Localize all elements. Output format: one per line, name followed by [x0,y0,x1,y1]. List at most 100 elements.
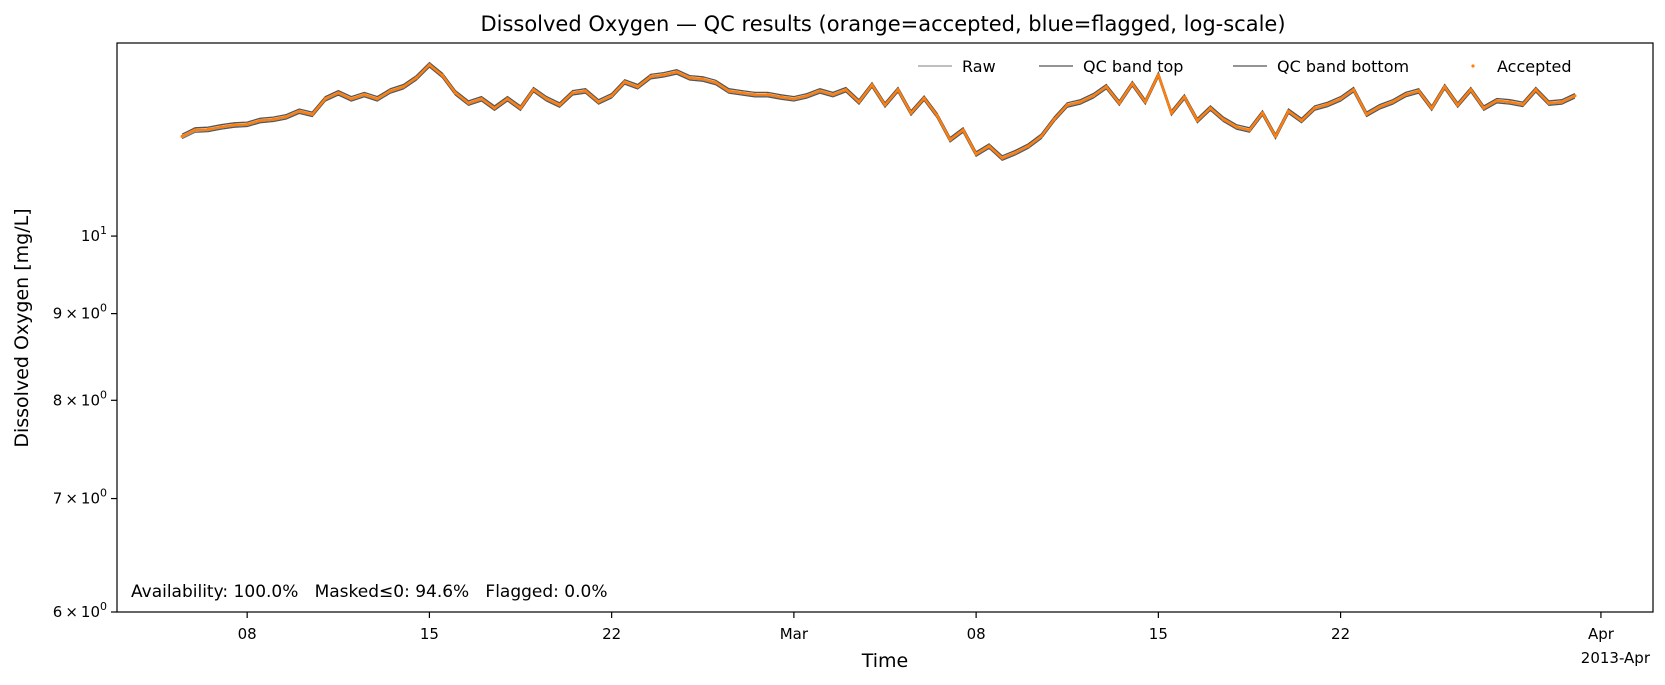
x-offset-label: 2013-Apr [1581,649,1651,667]
accepted-point [662,73,666,77]
accepted-point [414,76,418,80]
accepted-point [1508,100,1512,104]
accepted-point [1182,95,1186,99]
accepted-point [336,91,340,95]
x-tick-label: Apr [1588,625,1615,643]
legend-item: QC band bottom [1233,57,1409,76]
accepted-point [1078,100,1082,104]
accepted-point [531,88,536,92]
accepted-point [1378,105,1382,109]
accepted-point [1000,156,1004,160]
accepted-point [1104,85,1108,89]
chart-title: Dissolved Oxygen — QC results (orange=ac… [480,12,1285,36]
accepted-point [1039,134,1043,138]
accepted-point [1495,99,1499,103]
accepted-point [297,109,301,113]
accepted-point [388,89,392,93]
legend-swatch [1471,64,1475,68]
accepted-point [935,113,939,118]
accepted-point [1560,100,1564,104]
accepted-point [479,97,484,101]
accepted-point [1391,100,1395,104]
accepted-point [1013,151,1017,155]
accepted-point [440,73,444,77]
plot-area [116,42,1654,613]
accepted-point [193,128,197,132]
accepted-point [1052,117,1056,121]
accepted-point [688,76,692,80]
y-axis-label: Dissolved Oxygen [mg/L] [11,208,33,447]
series-layer [180,61,1577,161]
legend-label: Accepted [1497,57,1572,76]
accepted-point [1573,94,1577,98]
accepted-point [401,85,405,89]
accepted-point [1156,73,1160,77]
accepted-point [362,93,366,97]
x-tick-label: 15 [420,625,439,643]
accepted-point [1143,100,1147,104]
accepted-point [636,85,640,89]
accepted-point [206,127,210,131]
accepted-point [1430,106,1434,110]
y-axis-ticks: 6 × 100 7 × 100 8 × 100 9 × 100 101 [53,224,117,621]
series-accepted [181,63,1576,160]
accepted-point [1534,88,1538,92]
x-axis-label: Time [861,650,909,672]
accepted-point [714,80,718,85]
accepted-point [753,93,757,97]
accepted-point [792,97,796,101]
accepted-point [1208,106,1212,110]
x-axis-ticks: 08 15 22 Mar 08 15 22 Apr [238,612,1615,643]
accepted-point [545,97,549,101]
accepted-point [1443,85,1447,89]
accepted-point [844,88,848,92]
accepted-point [597,100,601,104]
accepted-point [766,93,770,97]
accepted-point [948,138,952,142]
accepted-point [1313,106,1317,110]
accepted-point [870,83,874,87]
accepted-point [779,95,783,99]
x-tick-label: 22 [602,625,621,643]
accepted-point [584,89,588,93]
legend-item: Raw [918,57,996,76]
x-tick-label: Mar [780,625,809,643]
accepted-point [857,100,861,104]
accepted-point [1026,144,1030,148]
accepted-point [922,96,926,100]
accepted-point [558,103,562,107]
accepted-point [1456,103,1460,107]
accepted-point [623,80,627,84]
accepted-point [1234,125,1239,129]
accepted-point [1404,93,1408,97]
accepted-point [375,97,379,101]
accepted-point [571,91,575,95]
accepted-point [961,128,965,132]
accepted-point [232,123,236,127]
accepted-point [219,125,223,129]
accepted-point [258,118,262,123]
y-tick-label: 7 × 100 [53,487,107,508]
accepted-point [1547,101,1551,105]
legend-label: Raw [962,57,996,76]
accepted-point [974,152,978,156]
accepted-point [310,112,314,116]
accepted-point [492,106,497,110]
plot-background [117,43,1653,612]
accepted-point [701,77,705,81]
accepted-point [727,89,731,93]
accepted-point [1417,89,1421,93]
accepted-point [1365,112,1369,116]
accepted-point [1326,102,1330,106]
accepted-point [1299,118,1304,123]
accepted-point [1469,88,1473,92]
accepted-point [1221,117,1225,121]
accepted-point [349,97,353,101]
accepted-point [1273,134,1278,138]
accepted-point [245,122,249,126]
y-tick-label: 8 × 100 [53,388,107,409]
accepted-point [1260,111,1265,115]
legend-label: QC band top [1083,57,1183,76]
x-tick-label: 22 [1331,625,1350,643]
